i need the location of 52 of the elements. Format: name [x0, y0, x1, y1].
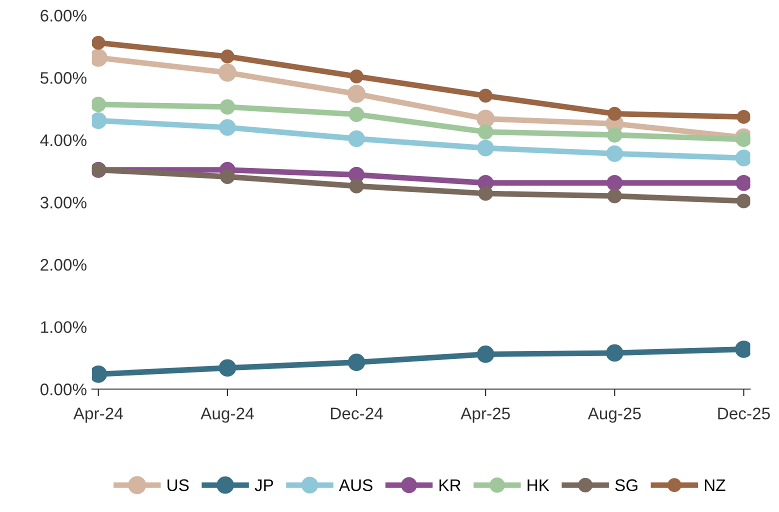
legend-label: SG [615, 479, 638, 492]
legend-label: KR [440, 479, 461, 491]
point [735, 150, 750, 166]
y-tick-label: 2.00% [40, 258, 86, 271]
point [92, 36, 106, 50]
point [478, 124, 494, 140]
point [607, 188, 622, 204]
legend-label: NZ [704, 479, 726, 491]
point [606, 344, 624, 362]
point [736, 132, 750, 147]
legend-label: JP [254, 479, 274, 492]
point [348, 354, 366, 372]
x-tick-label: Apr-24 [73, 408, 123, 423]
y-tick-label: 1.00% [41, 321, 86, 334]
x-tick-label: Aug-25 [588, 408, 641, 423]
point [92, 112, 107, 129]
point [606, 174, 623, 191]
y-tick-label: 0.00% [40, 384, 86, 396]
point [347, 84, 366, 103]
point [476, 346, 494, 363]
y-tick-label: 6.00% [40, 10, 86, 22]
point [219, 119, 236, 136]
point [608, 106, 622, 121]
x-tick-label: Apr-25 [460, 408, 510, 423]
point [92, 96, 106, 112]
legend-label: US [168, 479, 189, 492]
point [350, 69, 364, 84]
point [220, 99, 236, 115]
point [476, 110, 495, 128]
y-tick-label: 5.00% [40, 72, 86, 84]
legend-label: HK [528, 479, 550, 491]
point [606, 145, 623, 162]
point [218, 359, 236, 377]
point [348, 106, 364, 122]
legend-label: AUS [338, 479, 372, 492]
point [218, 64, 236, 82]
point [478, 186, 493, 201]
point [220, 50, 234, 64]
y-tick-label: 4.00% [40, 134, 86, 146]
point [736, 110, 750, 124]
x-tick-label: Dec-25 [718, 408, 770, 420]
point [478, 88, 493, 103]
x-tick-label: Aug-24 [200, 408, 254, 423]
y-tick-label: 3.00% [40, 196, 86, 208]
point [736, 194, 750, 208]
point [477, 140, 494, 156]
point [220, 169, 235, 184]
x-tick-label: Dec-24 [331, 408, 383, 420]
point [349, 178, 364, 194]
point [736, 174, 750, 191]
point [607, 127, 622, 143]
point [348, 130, 365, 148]
